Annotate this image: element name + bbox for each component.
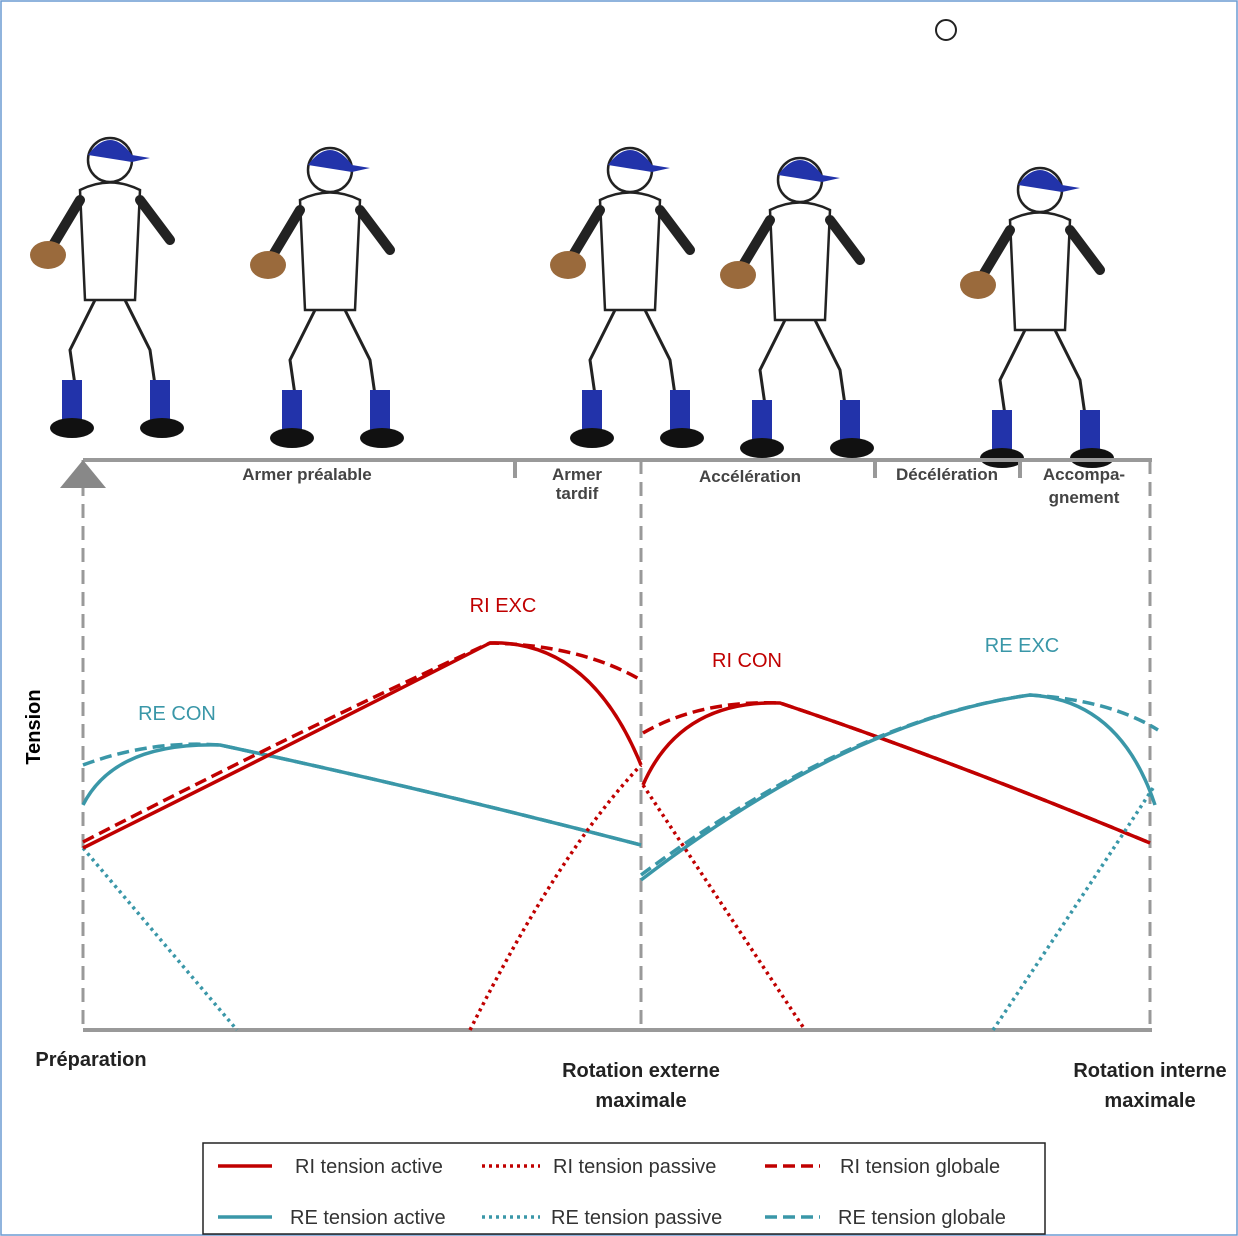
- start-marker: [60, 460, 106, 488]
- curve-label: RE EXC: [985, 635, 1059, 657]
- legend-label: RE tension globale: [838, 1207, 1006, 1229]
- pitchers: [30, 19, 1114, 468]
- legend-label: RI tension active: [295, 1156, 443, 1178]
- event-label: maximale: [595, 1090, 686, 1112]
- legend: RI tension active RI tension passive RI …: [202, 1142, 1046, 1235]
- phase-label: Accompa-: [1043, 465, 1125, 484]
- curves: [81, 641, 1159, 1032]
- legend-label: RE tension passive: [551, 1207, 722, 1229]
- curve-label: RI EXC: [470, 595, 537, 617]
- phase-label: Accélération: [699, 467, 801, 486]
- legend-label: RI tension passive: [553, 1156, 716, 1178]
- timeline: [81, 458, 1152, 1032]
- event-label: Rotation interne: [1073, 1060, 1226, 1082]
- event-label: Préparation: [35, 1049, 146, 1071]
- phase-label: Armer: [552, 465, 602, 484]
- curve-label: RE CON: [138, 703, 216, 725]
- y-label: Tension: [23, 689, 45, 764]
- phase-label: tardif: [556, 484, 599, 503]
- legend-label: RE tension active: [290, 1207, 446, 1229]
- phase-label: Décélération: [896, 465, 998, 484]
- event-label: maximale: [1104, 1090, 1195, 1112]
- curve-label: RI CON: [712, 650, 782, 672]
- event-label: Rotation externe: [562, 1060, 720, 1082]
- legend-label: RI tension globale: [840, 1156, 1000, 1178]
- phase-label: Armer préalable: [242, 465, 371, 484]
- phase-label: gnement: [1049, 488, 1120, 507]
